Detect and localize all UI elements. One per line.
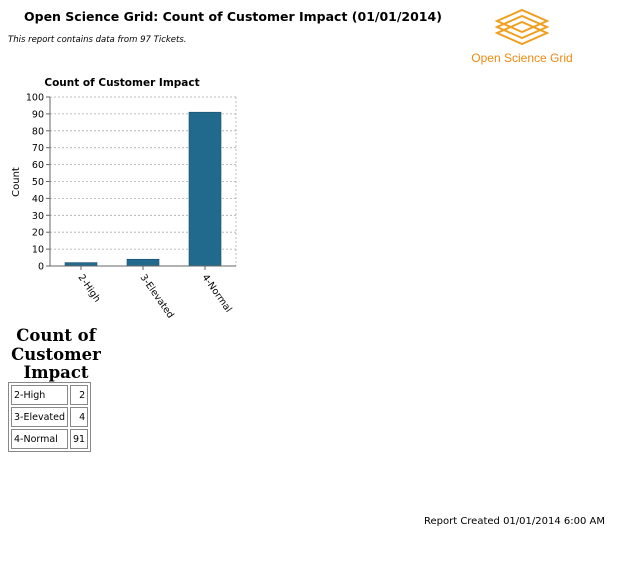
y-tick-label: 70 <box>32 143 44 154</box>
y-tick-label: 10 <box>32 245 44 256</box>
impact-bar-chart: Count of Customer Impact Count 0 10 20 30 40… <box>11 77 237 320</box>
osg-logo: Open Science Grid <box>462 6 582 68</box>
impact-count-cell: 4 <box>70 407 89 427</box>
report-title: Open Science Grid: Count of Customer Imp… <box>24 9 442 24</box>
x-tick-label: 2-High <box>76 272 103 304</box>
y-axis-label: Count <box>11 167 22 197</box>
report-subtitle: This report contains data from 97 Ticket… <box>8 35 187 45</box>
y-tick-label: 0 <box>38 262 44 273</box>
chart-axes <box>46 96 236 270</box>
y-tick-label: 40 <box>32 194 44 205</box>
bar <box>64 262 98 267</box>
y-tick-label: 100 <box>26 93 44 104</box>
osg-stacked-diamonds-logo-icon: Open Science Grid <box>471 8 573 65</box>
x-tick-label: 3-Elevated <box>138 272 176 320</box>
summary-title-line: Customer <box>11 344 101 364</box>
y-tick-label: 30 <box>32 211 44 222</box>
table-row: 3-Elevated 4 <box>11 407 89 427</box>
summary-title-line: Count of <box>16 326 96 345</box>
y-tick-label: 60 <box>32 160 44 171</box>
table-row: 4-Normal 91 <box>11 429 89 449</box>
logo-text: Open Science Grid <box>471 51 572 65</box>
impact-label-cell: 2-High <box>11 385 69 405</box>
y-tick-label: 90 <box>32 109 44 120</box>
impact-label-cell: 4-Normal <box>11 429 69 449</box>
chart-bars <box>64 111 222 267</box>
table-row: 2-High 2 <box>11 385 89 405</box>
impact-label-cell: 3-Elevated <box>11 407 69 427</box>
summary-table: 2-High 2 3-Elevated 4 4-Normal 91 <box>8 382 92 452</box>
impact-count-cell: 91 <box>70 429 89 449</box>
report-created-footer: Report Created 01/01/2014 6:00 AM <box>423 516 605 527</box>
impact-count-cell: 2 <box>70 385 89 405</box>
summary-title: Count of Customer Impact <box>8 326 104 383</box>
bar <box>188 111 222 267</box>
chart-title: Count of Customer Impact <box>44 77 199 89</box>
y-tick-label: 80 <box>32 126 44 137</box>
summary-title-line: Impact <box>23 363 89 382</box>
y-tick-label: 20 <box>32 228 44 239</box>
bar <box>126 258 160 267</box>
x-tick-label: 4-Normal <box>200 272 234 314</box>
y-tick-label: 50 <box>32 177 44 188</box>
